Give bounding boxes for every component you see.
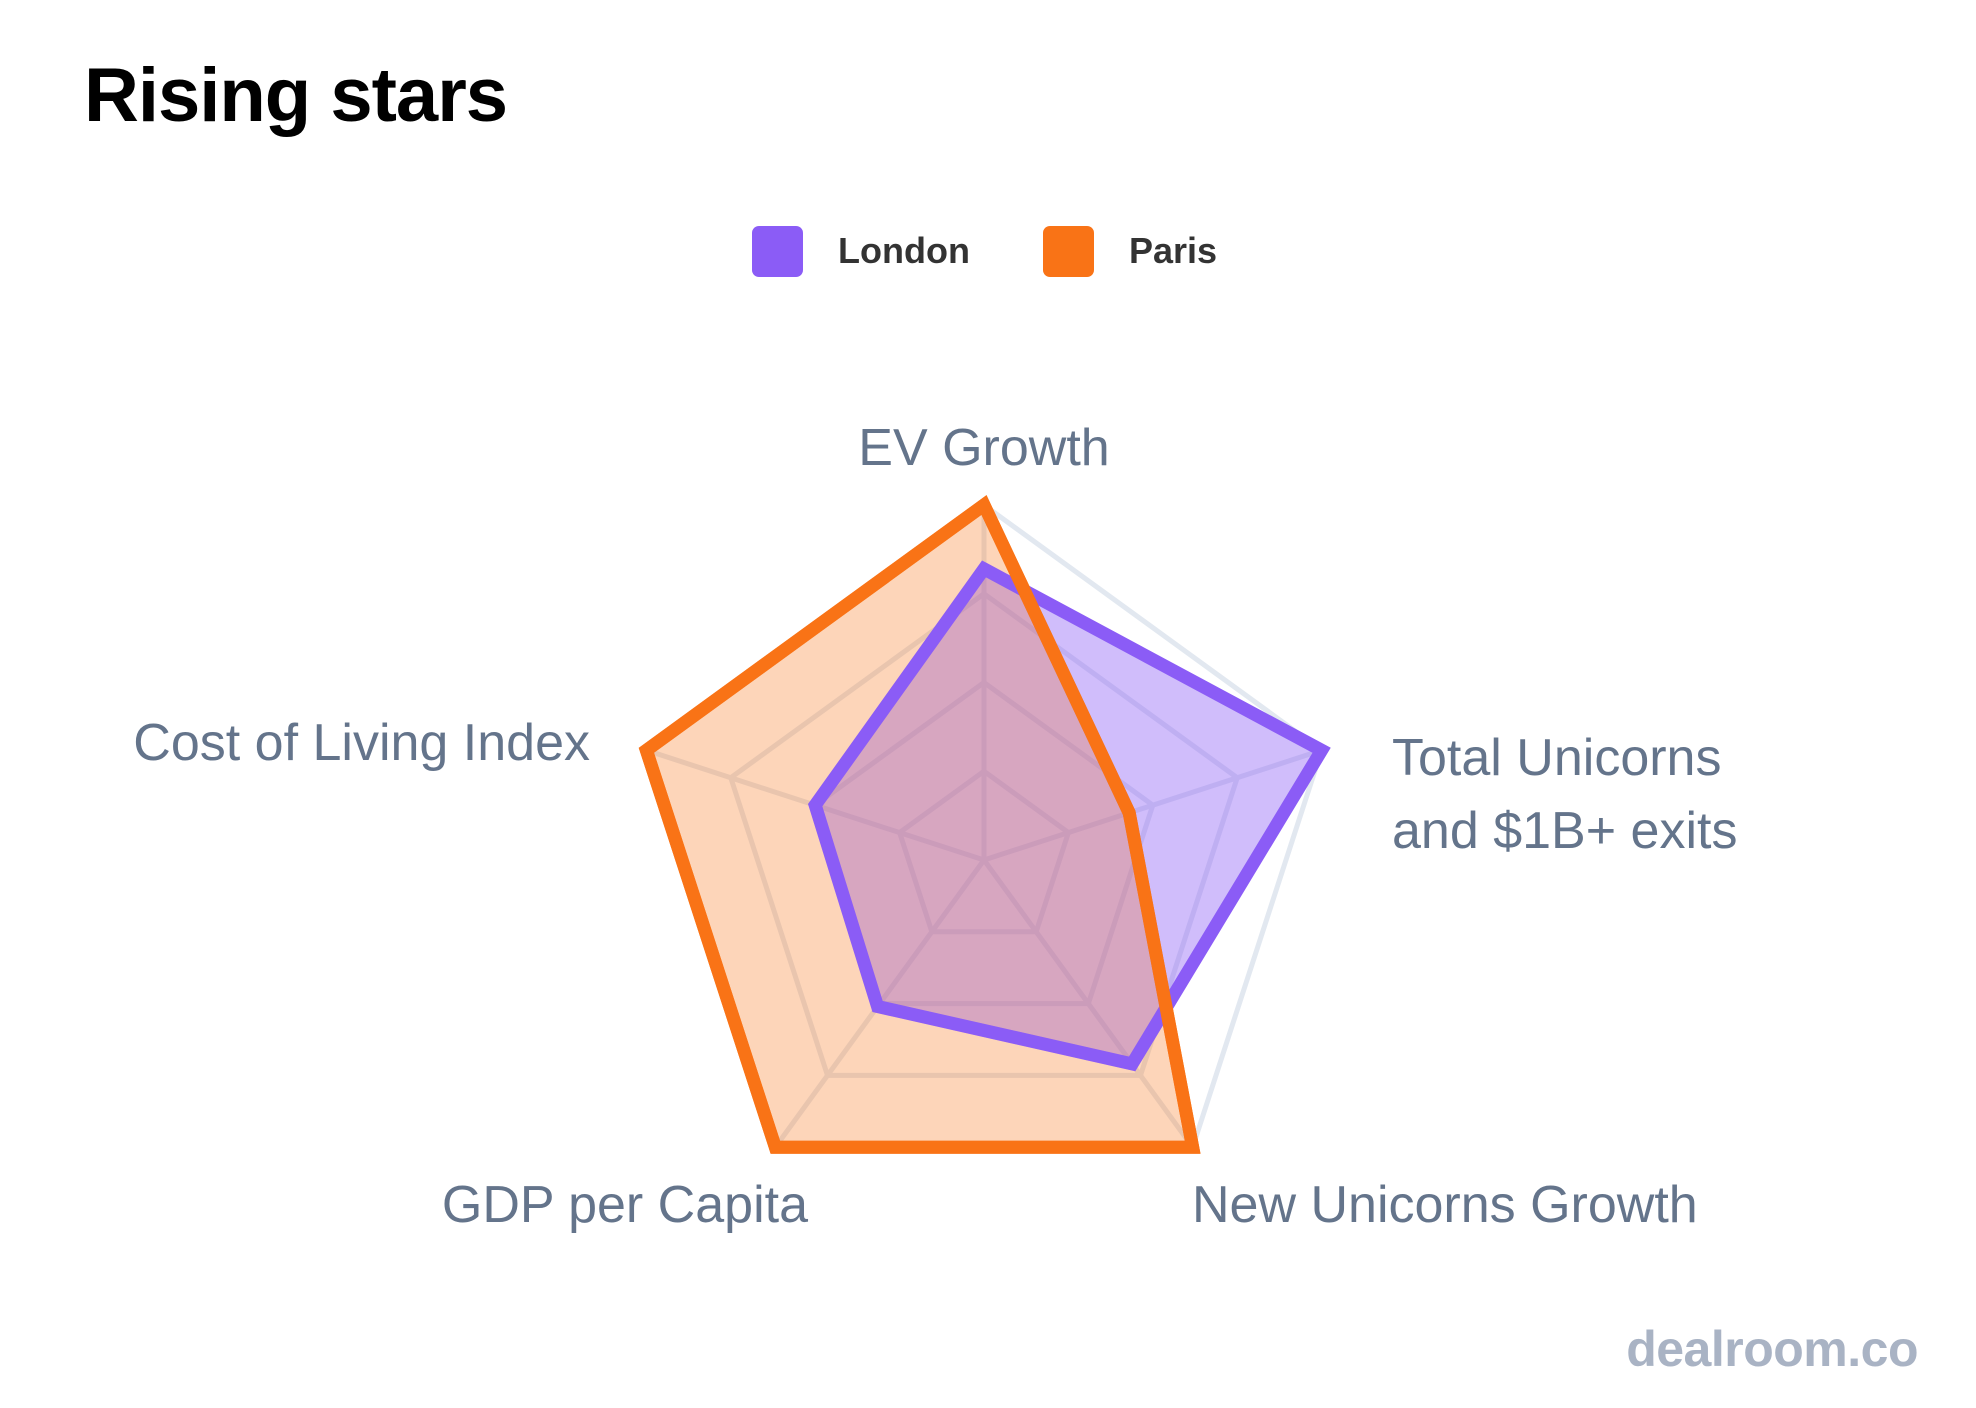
- axis-label-0: EV Growth: [858, 419, 1109, 477]
- series-outline-top-paris: [638, 495, 1201, 1154]
- axis-label-line: and $1B+ exits: [1392, 802, 1737, 860]
- series-overlap-london: [808, 560, 1331, 1072]
- grid-ring-3: [727, 590, 1241, 1078]
- series-area-london: [815, 568, 1322, 1064]
- axis-labels: EV Growth Total Unicorns and $1B+ exits New…: [133, 419, 1737, 1234]
- legend-item-paris[interactable]: Paris: [1043, 224, 1217, 278]
- axis-label-line: EV Growth: [858, 419, 1109, 477]
- chart-title: Rising stars: [84, 53, 508, 138]
- axis-label-line: Cost of Living Index: [133, 714, 590, 772]
- radar-series: [638, 495, 1331, 1154]
- series-outline-london: [808, 560, 1331, 1072]
- legend-item-london[interactable]: London: [752, 224, 970, 278]
- legend-label-paris: Paris: [1129, 230, 1218, 271]
- grid-ring-2: [812, 679, 1156, 1007]
- axis-label-line: New Unicorns Growth: [1192, 1176, 1698, 1234]
- legend-label-london: London: [838, 230, 970, 271]
- watermark-logo: dealroom.co: [1626, 1321, 1918, 1377]
- grid-spoke-2: [981, 858, 1195, 1149]
- legend-swatch-paris: [1043, 225, 1094, 277]
- axis-label-3: GDP per Capita: [442, 1176, 808, 1234]
- legend: London Paris: [0, 224, 1976, 278]
- axis-label-2: New Unicorns Growth: [1192, 1176, 1698, 1234]
- axis-label-line: GDP per Capita: [442, 1176, 808, 1234]
- axis-label-1: Total Unicorns and $1B+ exits: [1392, 729, 1737, 860]
- legend-swatch-london: [752, 225, 803, 277]
- axis-label-4: Cost of Living Index: [133, 714, 590, 772]
- axis-label-line: Total Unicorns: [1392, 729, 1721, 787]
- grid-ring-1: [896, 768, 1072, 935]
- grid-spoke-1: [983, 747, 1323, 863]
